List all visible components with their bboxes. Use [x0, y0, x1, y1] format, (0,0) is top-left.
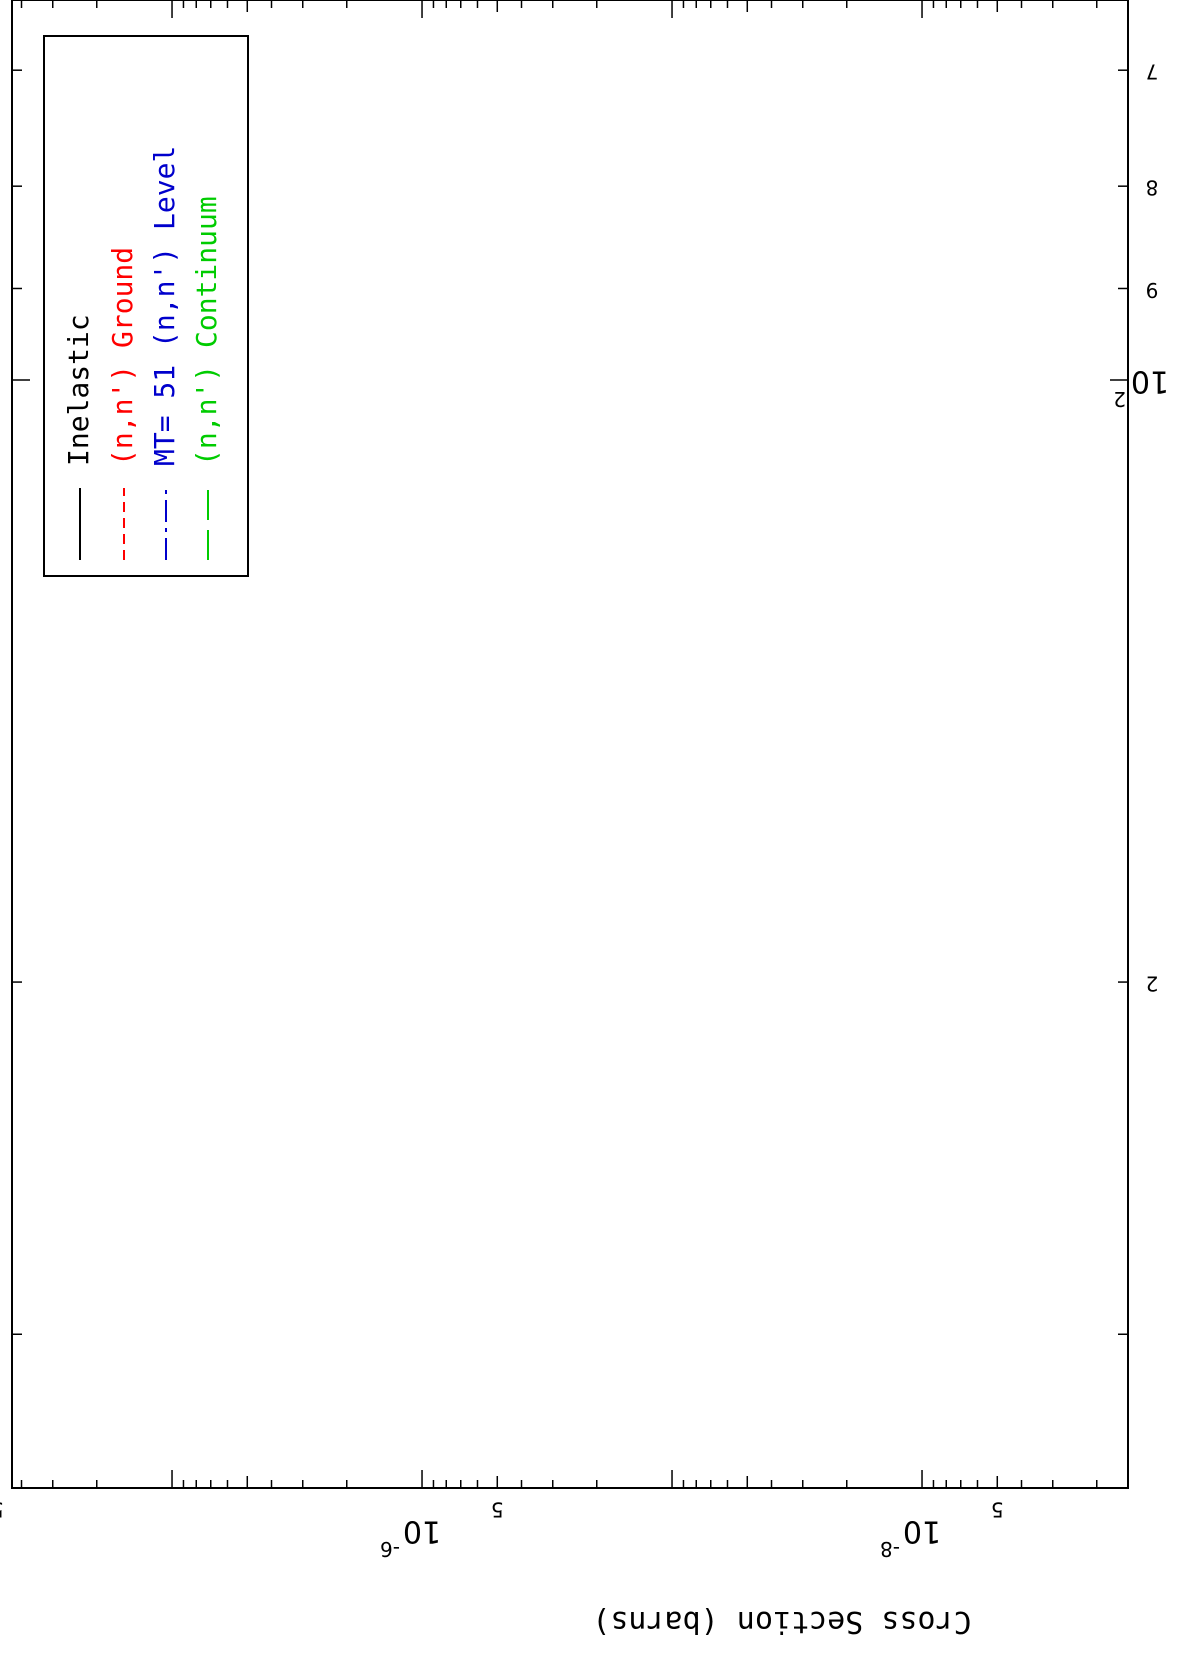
- x-decade-exponent: 2: [1113, 387, 1126, 411]
- legend-label: (n,n') Continuum: [190, 196, 223, 466]
- y-decade-label: 10-6: [380, 1514, 441, 1562]
- y-decade-label: 10-8: [880, 1514, 941, 1562]
- y-axis-title: Cross Section (barns): [592, 1604, 971, 1639]
- legend: Inelastic (n,n') Ground MT= 51 (n,n') Leve…: [43, 35, 249, 577]
- legend-label: MT= 51 (n,n') Level: [148, 146, 181, 466]
- x-tick-label: 8: [1146, 176, 1159, 200]
- y-decade-mantissa: 10: [903, 1514, 941, 1549]
- legend-box: [43, 35, 249, 577]
- y-five-label: 5: [0, 1498, 4, 1522]
- legend-label-part: MT= 51: [148, 348, 181, 466]
- x-decade-label: 102: [1113, 364, 1169, 412]
- axis-labels: 23456789210210-210-410-610-85555: [0, 60, 1169, 1562]
- plot-frame: [11, 0, 1129, 1489]
- legend-label-part: (n,n') Continuum: [190, 196, 223, 466]
- axis-ticks: [12, 0, 1128, 1488]
- y-decade-exponent: -8: [880, 1537, 900, 1561]
- x-decade-mantissa: 10: [1131, 364, 1169, 399]
- x-tick-label: 2: [1146, 972, 1159, 996]
- legend-label-part: Inelastic: [62, 314, 95, 466]
- legend-label-part: (n,n') Level: [148, 146, 181, 348]
- legend-label-part: (n,n') Ground: [106, 247, 139, 466]
- y-five-label: 5: [991, 1498, 1004, 1522]
- legend-label: (n,n') Ground: [106, 247, 139, 466]
- legend-label: Inelastic: [62, 314, 95, 466]
- y-five-label: 5: [491, 1498, 504, 1522]
- y-decade-mantissa: 10: [403, 1514, 441, 1549]
- x-tick-label: 7: [1146, 60, 1159, 84]
- y-decade-exponent: -6: [380, 1537, 400, 1561]
- x-tick-label: 9: [1146, 278, 1159, 302]
